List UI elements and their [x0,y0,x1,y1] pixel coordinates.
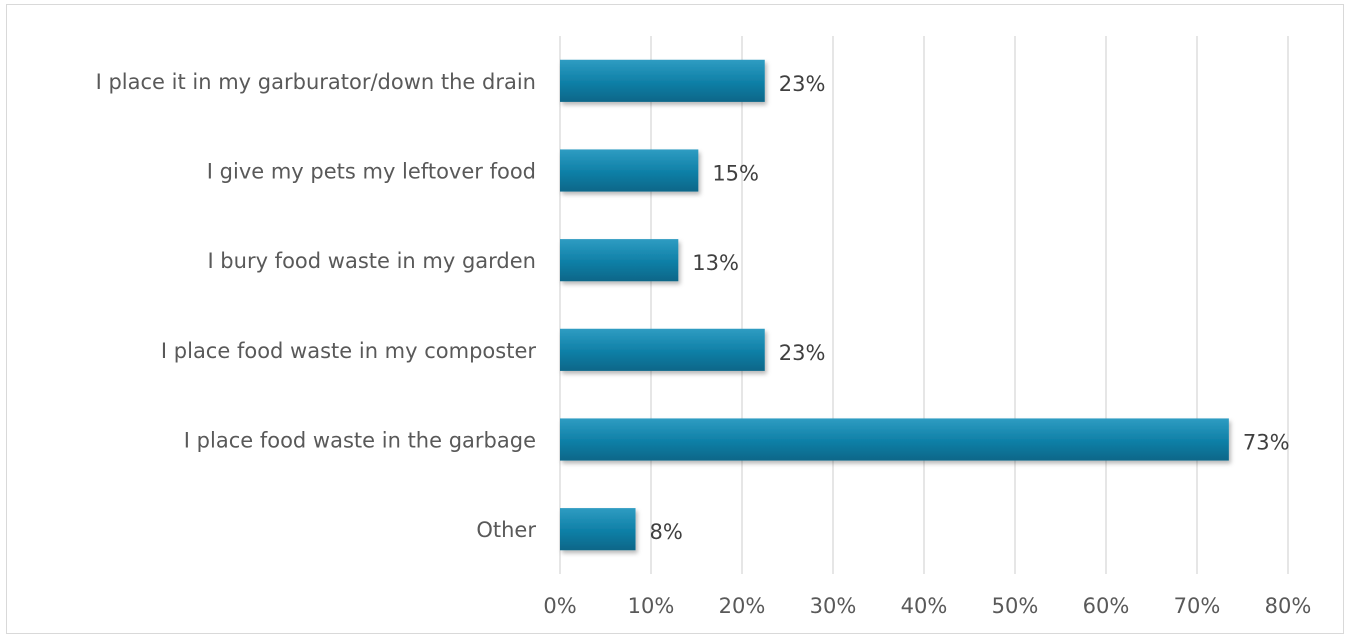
bar [560,59,765,102]
bar [560,239,679,282]
labels: 0% 10% 20% 30% 40% 50% 60% 70% 80% I place it in … [96,70,1312,618]
x-tick-label: 10% [628,594,675,618]
category-label: I place food waste in my composter [161,339,536,363]
bar [560,508,636,551]
x-tick-label: 20% [719,594,766,618]
bar [560,418,1229,461]
bar [560,149,699,192]
data-label: 8% [650,520,683,544]
x-tick-label: 30% [810,594,857,618]
x-tick-label: 80% [1265,594,1312,618]
category-label: Other [476,518,536,542]
category-label: I place it in my garburator/down the dra… [96,70,536,94]
data-label: 23% [779,72,826,96]
category-label: I place food waste in the garbage [184,429,536,453]
x-tick-label: 50% [992,594,1039,618]
data-label: 15% [712,162,759,186]
gridlines [559,36,1289,574]
data-label: 73% [1243,431,1290,455]
bar [560,328,765,371]
chart-frame [6,4,1344,634]
bars [560,59,1229,551]
data-label: 13% [692,251,739,275]
category-label: I bury food waste in my garden [207,249,536,273]
category-label: I give my pets my leftover food [207,160,536,184]
x-tick-label: 40% [901,594,948,618]
x-tick-label: 0% [543,594,576,618]
data-label: 23% [779,341,826,365]
x-tick-label: 70% [1174,594,1221,618]
x-tick-label: 60% [1083,594,1130,618]
